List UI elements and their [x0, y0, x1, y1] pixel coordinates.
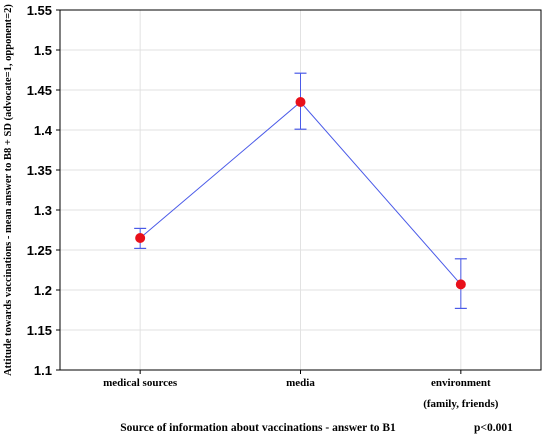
y-tick-label: 1.45: [27, 83, 52, 98]
y-tick-label: 1.25: [27, 243, 52, 258]
x-tick-label: media: [286, 377, 315, 389]
x-tick-label: environment: [431, 377, 491, 389]
series: [134, 72, 467, 309]
y-tick-label: 1.1: [34, 363, 52, 378]
p-value-annotation: p<0.001: [474, 422, 513, 434]
y-tick-label: 1.5: [34, 43, 52, 58]
y-tick-label: 1.15: [27, 323, 52, 338]
data-point: [455, 279, 466, 290]
data-point: [295, 97, 306, 107]
x-axis-label: Source of information about vaccinations…: [120, 422, 396, 434]
x-tick-sublabel: (family, friends): [423, 398, 498, 410]
y-tick-label: 1.35: [27, 163, 52, 178]
y-tick-label: 1.4: [34, 123, 53, 138]
y-tick-label: 1.3: [34, 203, 52, 218]
y-axis-label: Attitude towards vaccinations - mean ans…: [3, 4, 14, 376]
x-axis: medical sources media environment (family, …: [103, 370, 499, 410]
grid: [60, 10, 541, 370]
x-tick-label: medical sources: [103, 377, 178, 389]
y-tick-label: 1.2: [34, 283, 52, 298]
data-point: [135, 233, 146, 243]
y-tick-label: 1.55: [27, 3, 52, 18]
y-axis: 1.1 1.15 1.2 1.25 1.3 1.35 1.4 1.45 1.5 1.55: [27, 3, 60, 378]
